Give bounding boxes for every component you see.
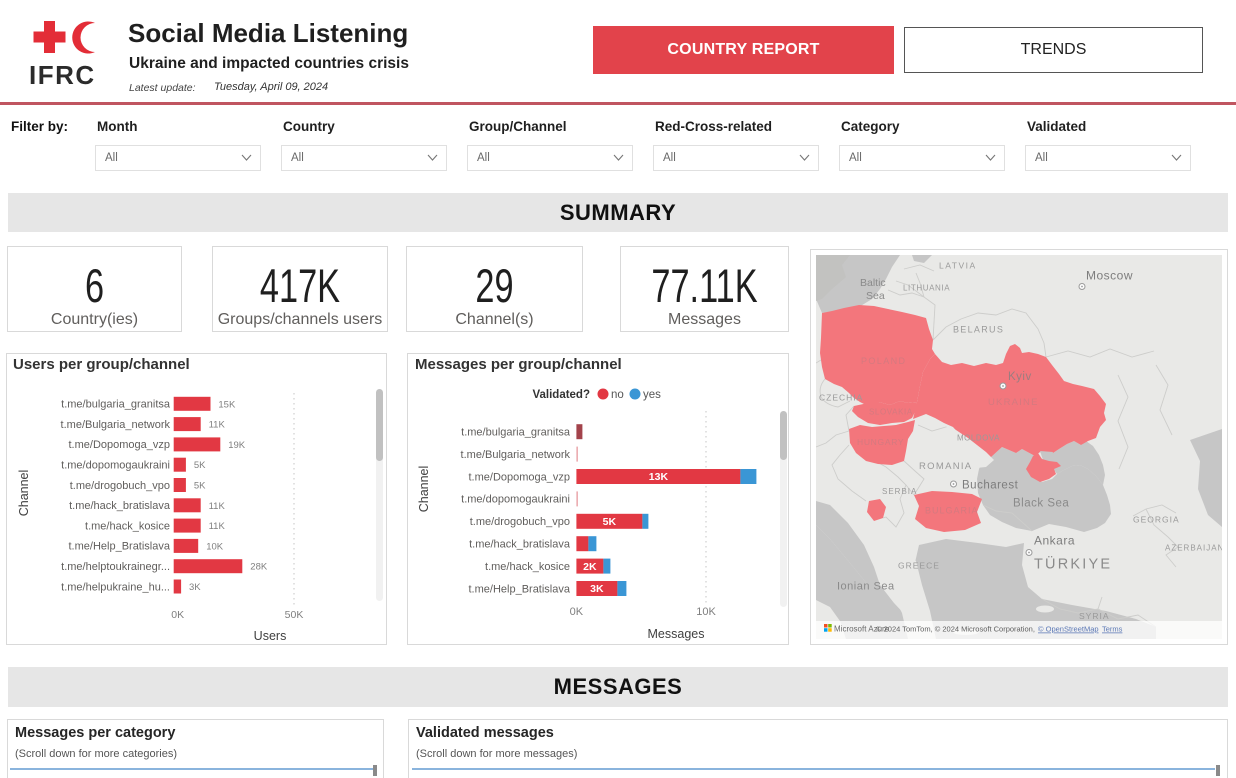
svg-text:GEORGIA: GEORGIA <box>1133 515 1180 525</box>
svg-text:© 2024 TomTom, © 2024 Microsof: © 2024 TomTom, © 2024 Microsoft Corporat… <box>876 625 1035 634</box>
svg-text:no: no <box>611 389 624 401</box>
svg-text:t.me/Dopomoga_vzp: t.me/Dopomoga_vzp <box>469 471 571 483</box>
svg-text:Moscow: Moscow <box>1086 269 1133 283</box>
svg-text:TÜRKIYE: TÜRKIYE <box>1034 555 1112 573</box>
svg-text:Channel: Channel <box>17 470 31 517</box>
svg-text:HUNGARY: HUNGARY <box>857 437 904 447</box>
svg-text:SYRIA: SYRIA <box>1079 611 1110 621</box>
svg-text:10K: 10K <box>206 541 224 552</box>
svg-text:Terms: Terms <box>1102 625 1123 634</box>
svg-text:MOLDOVA: MOLDOVA <box>957 434 1000 443</box>
svg-text:11K: 11K <box>209 521 226 532</box>
svg-text:15K: 15K <box>218 399 236 410</box>
svg-text:t.me/drogobuch_vpo: t.me/drogobuch_vpo <box>70 480 170 492</box>
svg-text:Ionian Sea: Ionian Sea <box>837 581 895 593</box>
svg-text:t.me/Dopomoga_vzp: t.me/Dopomoga_vzp <box>69 439 171 451</box>
svg-text:BELARUS: BELARUS <box>953 325 1004 335</box>
svg-text:Bucharest: Bucharest <box>962 480 1019 492</box>
svg-text:t.me/hack_bratislava: t.me/hack_bratislava <box>469 539 571 551</box>
svg-text:11K: 11K <box>209 501 226 512</box>
svg-text:ROMANIA: ROMANIA <box>919 461 972 472</box>
svg-text:t.me/bulgaria_granitsa: t.me/bulgaria_granitsa <box>461 427 571 439</box>
svg-text:Baltic: Baltic <box>860 277 886 289</box>
svg-text:0K: 0K <box>171 609 184 621</box>
svg-text:Ankara: Ankara <box>1034 534 1075 548</box>
svg-text:50K: 50K <box>285 609 304 621</box>
svg-text:GREECE: GREECE <box>898 561 940 571</box>
svg-text:Kyiv: Kyiv <box>1008 371 1032 383</box>
svg-text:SERBIA: SERBIA <box>882 487 917 496</box>
svg-text:2K: 2K <box>583 561 597 573</box>
svg-text:Messages: Messages <box>648 627 705 641</box>
svg-text:5K: 5K <box>603 516 617 528</box>
svg-text:yes: yes <box>643 389 661 401</box>
svg-text:Channel: Channel <box>417 466 431 513</box>
svg-text:Validated?: Validated? <box>532 389 590 401</box>
svg-text:LITHUANIA: LITHUANIA <box>903 284 950 293</box>
svg-text:Microsoft Azure: Microsoft Azure <box>834 625 890 634</box>
svg-text:t.me/drogobuch_vpo: t.me/drogobuch_vpo <box>470 516 570 528</box>
svg-text:28K: 28K <box>250 562 268 573</box>
svg-text:Users: Users <box>254 629 287 643</box>
svg-text:IFRC: IFRC <box>29 60 96 90</box>
svg-text:LATVIA: LATVIA <box>939 261 977 271</box>
svg-text:3K: 3K <box>189 582 201 593</box>
svg-text:3K: 3K <box>590 583 604 595</box>
svg-text:5K: 5K <box>194 460 206 471</box>
svg-text:5K: 5K <box>194 481 206 492</box>
svg-text:t.me/dopomogaukraini: t.me/dopomogaukraini <box>461 494 570 506</box>
svg-text:POLAND: POLAND <box>861 356 906 366</box>
svg-text:Messages per group/channel: Messages per group/channel <box>415 356 622 373</box>
svg-text:Users per group/channel: Users per group/channel <box>13 356 190 373</box>
svg-text:t.me/hack_bratislava: t.me/hack_bratislava <box>69 500 171 512</box>
svg-text:© OpenStreetMap: © OpenStreetMap <box>1038 625 1099 634</box>
svg-text:13K: 13K <box>649 471 669 483</box>
svg-text:t.me/Bulgaria_network: t.me/Bulgaria_network <box>61 419 171 431</box>
svg-text:t.me/bulgaria_granitsa: t.me/bulgaria_granitsa <box>61 399 171 411</box>
svg-text:t.me/helptoukrainegr...: t.me/helptoukrainegr... <box>61 561 170 573</box>
svg-text:10K: 10K <box>696 606 716 618</box>
svg-text:UKRAINE: UKRAINE <box>988 397 1039 408</box>
svg-text:BULGARIA: BULGARIA <box>925 506 979 516</box>
svg-text:t.me/dopomogaukraini: t.me/dopomogaukraini <box>61 460 170 472</box>
svg-text:AZERBAIJAN: AZERBAIJAN <box>1165 544 1222 553</box>
svg-text:t.me/Help_Bratislava: t.me/Help_Bratislava <box>469 583 571 595</box>
svg-text:t.me/Help_Bratislava: t.me/Help_Bratislava <box>69 541 171 553</box>
svg-text:11K: 11K <box>209 420 226 431</box>
svg-text:SLOVAKIA: SLOVAKIA <box>869 408 913 417</box>
svg-text:Sea: Sea <box>866 290 885 302</box>
svg-text:t.me/hack_kosice: t.me/hack_kosice <box>85 520 170 532</box>
svg-text:t.me/Bulgaria_network: t.me/Bulgaria_network <box>461 449 571 461</box>
svg-text:t.me/hack_kosice: t.me/hack_kosice <box>485 561 570 573</box>
svg-text:CZECHIA: CZECHIA <box>819 393 863 403</box>
svg-text:19K: 19K <box>228 440 246 451</box>
svg-text:0K: 0K <box>570 606 584 618</box>
svg-text:t.me/helpukraine_hu...: t.me/helpukraine_hu... <box>61 581 170 593</box>
svg-text:Black Sea: Black Sea <box>1013 498 1069 510</box>
